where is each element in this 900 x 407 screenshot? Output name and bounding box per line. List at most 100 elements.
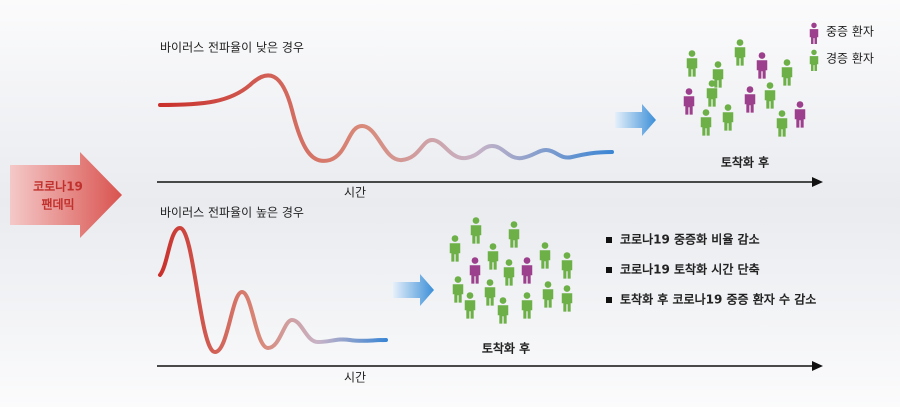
head [758,52,766,59]
person-icon [464,292,476,319]
person-icon [764,82,776,109]
person-icon [542,281,554,308]
person-icon [508,221,520,248]
person-icon [521,292,533,319]
body [706,88,718,107]
head [510,221,518,228]
person-icon [561,252,573,279]
person-icon [539,242,551,269]
head [472,217,480,224]
body [521,265,533,284]
body [712,69,724,88]
body [487,251,499,270]
person-icon [794,101,806,128]
body [539,250,551,269]
body [449,243,461,262]
person-icon [469,257,481,284]
body [722,112,734,131]
panel-title: 바이러스 전파율이 낮은 경우 [160,41,304,55]
head [454,276,462,283]
body [794,109,806,128]
head [466,292,474,299]
body [686,58,698,77]
head [685,88,693,95]
body [561,260,573,279]
head [499,297,507,304]
body [470,225,482,244]
bullet-marker [606,267,612,273]
person-icon [744,86,756,113]
head [766,82,774,89]
result-label: 토착화 후 [482,341,530,356]
person-icon [809,22,819,45]
body [734,47,746,66]
panel-title: 바이러스 전파율이 높은 경우 [160,206,304,220]
pandemic-label: 코로나19 [33,179,83,194]
person-icon [449,235,461,262]
head [489,243,497,250]
head [736,39,744,46]
person-icon [722,104,734,131]
legend-label: 중증 환자 [826,25,874,39]
axis-arrowhead [812,177,823,187]
body [464,300,476,319]
axis-label: 시간 [344,186,366,200]
head [708,80,716,87]
person-icon [497,297,509,324]
person-icon [686,50,698,77]
person-icon [756,52,768,79]
bullet-text: 코로나19 토착화 시간 단축 [620,262,760,277]
body [756,60,768,79]
wave [158,73,614,163]
body [452,284,464,303]
person-icon [700,109,712,136]
axis-arrowhead [812,361,823,371]
head [714,61,722,68]
body [700,117,712,136]
head [523,257,531,264]
result-arrow [615,104,656,136]
head [563,252,571,259]
body [776,118,788,137]
person-icon [470,217,482,244]
bullet-text: 코로나19 중증화 비율 감소 [620,232,760,247]
person-icon [452,276,464,303]
body [809,29,819,45]
head [688,50,696,57]
body [561,293,573,312]
body [469,265,481,284]
body [503,267,515,286]
head [811,49,817,56]
pandemic-label: 팬데믹 [41,197,74,212]
body [683,96,695,115]
head [778,110,786,117]
people [449,39,806,324]
bullet-marker [606,237,612,243]
head [541,242,549,249]
person-icon [484,279,496,306]
head [746,86,754,93]
head [811,22,817,29]
person-icon [712,61,724,88]
head [563,285,571,292]
head [523,292,531,299]
head [702,109,710,116]
person-icon [706,80,718,107]
body [497,305,509,324]
person-icon [781,59,793,86]
body [521,300,533,319]
body [542,289,554,308]
person-icon [734,39,746,66]
person-icon [487,243,499,270]
head [505,259,513,266]
head [544,281,552,288]
wave [158,225,388,355]
person-icon [561,285,573,312]
head [796,101,804,108]
body [809,56,819,72]
head [451,235,459,242]
bullet-marker [606,297,612,303]
